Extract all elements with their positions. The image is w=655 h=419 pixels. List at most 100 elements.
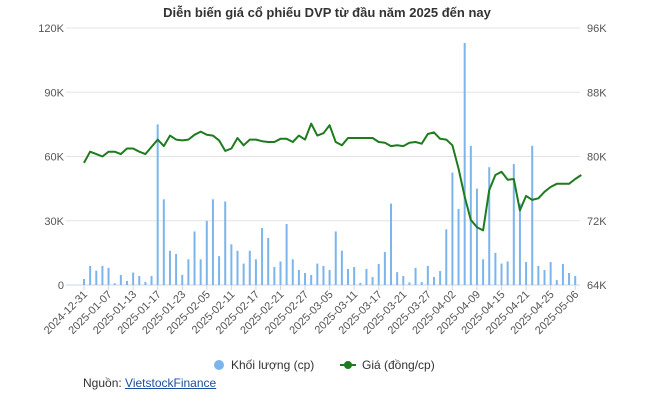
volume-bar xyxy=(432,277,435,285)
right-axis-tick-label: 96K xyxy=(587,23,607,35)
source-label: Nguồn: xyxy=(83,376,126,390)
volume-bar xyxy=(304,273,307,285)
volume-bar xyxy=(451,172,454,285)
volume-bar xyxy=(383,252,386,285)
volume-bar xyxy=(525,262,528,285)
price-line xyxy=(83,122,582,232)
volume-bar xyxy=(236,250,239,285)
volume-bar xyxy=(518,203,521,285)
volume-bar xyxy=(248,250,251,285)
volume-bar xyxy=(390,203,392,285)
volume-bar xyxy=(322,265,325,285)
volume-bar xyxy=(279,261,282,285)
volume-bar xyxy=(371,277,374,285)
volume-bar xyxy=(555,280,558,285)
volume-bar xyxy=(543,270,546,285)
volume-bar xyxy=(402,276,405,285)
source-link[interactable]: VietstockFinance xyxy=(125,376,217,390)
volume-bar xyxy=(113,283,116,285)
legend-price-dot xyxy=(344,361,352,369)
right-axis-tick-label: 88K xyxy=(587,87,607,99)
volume-bar xyxy=(531,145,534,285)
volume-bar xyxy=(506,261,509,285)
chart-title: Diễn biến giá cổ phiếu DVP từ đầu năm 20… xyxy=(163,5,492,20)
volume-bar xyxy=(168,250,171,285)
volume-bar xyxy=(218,256,221,285)
volume-bar xyxy=(316,263,319,285)
volume-bar xyxy=(396,272,399,285)
source-note: Nguồn: VietstockFinance xyxy=(83,376,216,390)
right-axis-tick-label: 80K xyxy=(587,152,607,164)
right-axis-tick-label: 64K xyxy=(587,280,607,292)
volume-bar xyxy=(261,228,264,285)
legend-volume-label[interactable]: Khối lượng (cp) xyxy=(231,358,314,372)
volume-bar xyxy=(175,253,178,285)
volume-bar xyxy=(95,270,98,285)
volume-bar xyxy=(273,267,276,285)
volume-bar xyxy=(138,276,141,285)
volume-bar xyxy=(224,201,227,285)
volume-bar xyxy=(353,267,356,285)
volume-bar xyxy=(83,279,85,285)
volume-bar xyxy=(457,208,460,285)
right-axis-tick-label: 72K xyxy=(587,216,607,228)
volume-bar xyxy=(500,263,503,285)
volume-bar xyxy=(414,267,417,285)
volume-bar xyxy=(285,223,288,285)
volume-bar xyxy=(205,220,208,285)
volume-bar xyxy=(125,280,128,285)
volume-bar xyxy=(561,264,564,285)
volume-bar xyxy=(119,274,122,285)
left-axis-tick-label: 30K xyxy=(44,216,64,228)
volume-bar xyxy=(574,276,577,285)
volume-bar xyxy=(156,124,159,285)
volume-bar xyxy=(469,145,472,285)
volume-bar xyxy=(199,259,202,285)
volume-bar xyxy=(230,244,233,285)
volume-bar xyxy=(89,265,92,285)
left-axis-tick-label: 0 xyxy=(58,280,64,292)
volume-bar xyxy=(193,231,196,285)
volume-bar xyxy=(150,276,153,285)
volume-bar xyxy=(297,270,300,285)
volume-bar xyxy=(328,270,331,285)
volume-bar xyxy=(408,282,411,285)
volume-bar xyxy=(420,282,423,285)
volume-bar xyxy=(463,42,466,285)
volume-bar xyxy=(439,271,442,285)
left-axis-tick-label: 90K xyxy=(44,87,64,99)
legend-price-label[interactable]: Giá (đồng/cp) xyxy=(362,358,435,372)
volume-bar xyxy=(482,259,485,285)
volume-bar xyxy=(377,264,380,285)
volume-bar xyxy=(445,229,448,285)
volume-bar xyxy=(347,268,350,285)
volume-bar xyxy=(310,274,313,285)
volume-bar xyxy=(488,167,491,285)
volume-bar xyxy=(144,282,147,285)
volume-bar xyxy=(187,259,190,285)
legend-volume-marker xyxy=(214,360,224,370)
volume-bar xyxy=(475,188,478,285)
volume-bar xyxy=(291,259,294,285)
left-axis-tick-label: 60K xyxy=(44,152,64,164)
volume-bar xyxy=(494,252,497,285)
volume-bar xyxy=(132,272,135,285)
volume-bar xyxy=(537,265,540,285)
volume-bar xyxy=(568,273,571,285)
volume-bar xyxy=(340,250,343,285)
volume-bar xyxy=(365,268,368,285)
volume-bar xyxy=(101,265,104,285)
volume-bar xyxy=(426,265,429,285)
volume-bar xyxy=(359,282,362,285)
volume-bar xyxy=(107,267,110,285)
volume-bar xyxy=(254,259,257,285)
legend: Khối lượng (cp) Giá (đồng/cp) xyxy=(214,358,435,372)
volume-bar xyxy=(334,231,337,285)
volume-bar xyxy=(512,163,515,285)
volume-bar xyxy=(242,263,245,285)
left-axis-tick-label: 120K xyxy=(38,23,64,35)
volume-bar xyxy=(267,237,270,285)
volume-bar xyxy=(181,274,184,285)
volume-bar xyxy=(549,262,552,285)
